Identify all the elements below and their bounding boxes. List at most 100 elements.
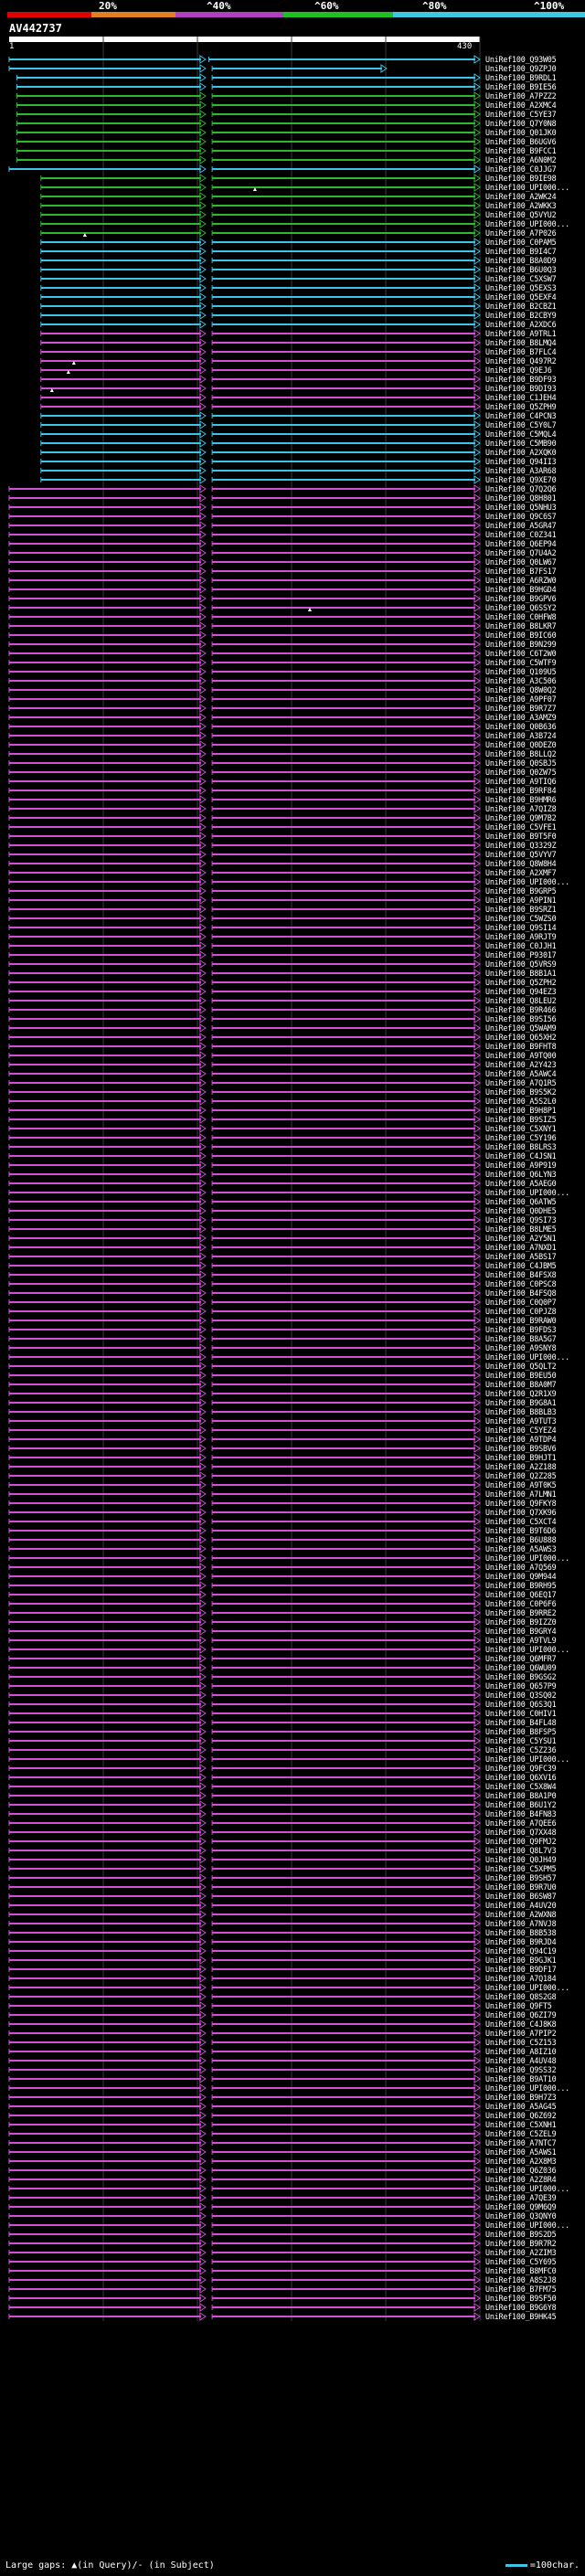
hit-row-graphic[interactable] [8, 1700, 481, 1709]
hit-row-graphic[interactable] [8, 1965, 481, 1974]
hit-link[interactable]: UniRef100_B4FSQ8 [485, 1288, 557, 1298]
hit-link[interactable]: UniRef100_Q6Z692 [485, 2111, 557, 2120]
hit-row-graphic[interactable] [8, 1362, 481, 1371]
hit-link[interactable]: UniRef100_A2Y5N1 [485, 1234, 557, 1243]
hit-link[interactable]: UniRef100_B9FCC1 [485, 146, 557, 155]
hit-row-graphic[interactable] [40, 466, 481, 475]
hit-row-graphic[interactable] [40, 311, 481, 320]
hit-link[interactable]: UniRef100_Q5WAM9 [485, 1023, 557, 1033]
hit-link[interactable]: UniRef100_UPI000... [485, 877, 570, 886]
hit-row-graphic[interactable] [40, 192, 481, 201]
hit-row-graphic[interactable] [8, 859, 481, 868]
hit-link[interactable]: UniRef100_B9SF50 [485, 2294, 557, 2303]
hit-row-graphic[interactable] [8, 1069, 481, 1078]
hit-link[interactable]: UniRef100_A9SNY8 [485, 1343, 557, 1352]
hit-row-graphic[interactable] [8, 2038, 481, 2047]
hit-row-graphic[interactable] [40, 183, 481, 192]
hit-row-graphic[interactable] [8, 1215, 481, 1224]
hit-link[interactable]: UniRef100_B8LME5 [485, 1224, 557, 1234]
hit-link[interactable]: UniRef100_B9HK45 [485, 2312, 557, 2321]
hit-link[interactable]: UniRef100_A5AWS1 [485, 2147, 557, 2157]
hit-link[interactable]: UniRef100_B9R466 [485, 1005, 557, 1014]
hit-link[interactable]: UniRef100_A7NTC7 [485, 2138, 557, 2147]
hit-row-graphic[interactable] [8, 1718, 481, 1727]
hit-link[interactable]: UniRef100_Q6EP94 [485, 539, 557, 548]
hit-link[interactable]: UniRef100_Q5EXF4 [485, 292, 557, 302]
hit-link[interactable]: UniRef100_B9HGD4 [485, 585, 557, 594]
hit-row-graphic[interactable] [8, 594, 481, 603]
hit-row-graphic[interactable] [8, 1188, 481, 1197]
hit-link[interactable]: UniRef100_A9TDP4 [485, 1435, 557, 1444]
hit-row-graphic[interactable] [8, 1371, 481, 1380]
hit-row-graphic[interactable] [8, 1133, 481, 1142]
hit-link[interactable]: UniRef100_UPI000... [485, 1188, 570, 1197]
hit-link[interactable]: UniRef100_B9IE56 [485, 82, 557, 91]
hit-row-graphic[interactable] [8, 685, 481, 694]
hit-link[interactable]: UniRef100_C0Z341 [485, 530, 557, 539]
hit-link[interactable]: UniRef100_B9SRZ1 [485, 905, 557, 914]
hit-row-graphic[interactable] [8, 1416, 481, 1426]
hit-link[interactable]: UniRef100_C5MQL4 [485, 429, 557, 439]
hit-row-graphic[interactable] [40, 366, 481, 375]
hit-row-graphic[interactable] [8, 1288, 481, 1298]
hit-link[interactable]: UniRef100_UPI000... [485, 2184, 570, 2193]
hit-link[interactable]: UniRef100_A7NXD1 [485, 1243, 557, 1252]
hit-row-graphic[interactable] [8, 658, 481, 667]
hit-link[interactable]: UniRef100_Q0ZW75 [485, 768, 557, 777]
hit-row-graphic[interactable] [8, 740, 481, 749]
hit-link[interactable]: UniRef100_B9G6Y8 [485, 2303, 557, 2312]
hit-row-graphic[interactable] [8, 1224, 481, 1234]
hit-row-graphic[interactable] [8, 1489, 481, 1499]
hit-row-graphic[interactable] [8, 1499, 481, 1508]
hit-row-graphic[interactable] [8, 1745, 481, 1754]
hit-row-graphic[interactable] [8, 749, 481, 758]
hit-link[interactable]: UniRef100_Q8L7V3 [485, 1846, 557, 1855]
hit-link[interactable]: UniRef100_Q6S3Q1 [485, 1700, 557, 1709]
hit-row-graphic[interactable] [8, 1937, 481, 1946]
hit-row-graphic[interactable] [8, 1809, 481, 1818]
hit-row-graphic[interactable] [8, 2093, 481, 2102]
hit-row-graphic[interactable] [40, 292, 481, 302]
hit-link[interactable]: UniRef100_UPI000... [485, 1983, 570, 1992]
hit-link[interactable]: UniRef100_B7FM75 [485, 2284, 557, 2294]
hit-link[interactable]: UniRef100_A5AWS3 [485, 1544, 557, 1553]
hit-link[interactable]: UniRef100_Q9FC39 [485, 1764, 557, 1773]
hit-row-graphic[interactable] [40, 302, 481, 311]
hit-row-graphic[interactable] [8, 676, 481, 685]
hit-row-graphic[interactable] [8, 521, 481, 530]
hit-row-graphic[interactable] [16, 128, 481, 137]
hit-link[interactable]: UniRef100_C4JSN1 [485, 1151, 557, 1161]
hit-link[interactable]: UniRef100_C0PSC8 [485, 1279, 557, 1288]
hit-link[interactable]: UniRef100_A9TRL1 [485, 329, 557, 338]
hit-link[interactable]: UniRef100_B9EU50 [485, 1371, 557, 1380]
hit-row-graphic[interactable] [8, 713, 481, 722]
hit-link[interactable]: UniRef100_C5XNY1 [485, 1124, 557, 1133]
hit-row-graphic[interactable] [40, 228, 481, 238]
hit-row-graphic[interactable] [40, 411, 481, 420]
hit-row-graphic[interactable] [8, 1480, 481, 1489]
hit-row-graphic[interactable] [8, 1151, 481, 1161]
hit-row-graphic[interactable] [8, 1252, 481, 1261]
hit-link[interactable]: UniRef100_C0Q0P7 [485, 1298, 557, 1307]
hit-row-graphic[interactable] [8, 1517, 481, 1526]
hit-link[interactable]: UniRef100_C0P6F6 [485, 1599, 557, 1608]
hit-link[interactable]: UniRef100_Q9FT5 [485, 2001, 552, 2010]
hit-row-graphic[interactable] [8, 2029, 481, 2038]
hit-row-graphic[interactable] [8, 1782, 481, 1791]
hit-link[interactable]: UniRef100_Q7Y0N8 [485, 119, 557, 128]
hit-link[interactable]: UniRef100_B8LMQ4 [485, 338, 557, 347]
hit-row-graphic[interactable] [8, 1389, 481, 1398]
hit-link[interactable]: UniRef100_Q8S2G8 [485, 1992, 557, 2001]
hit-row-graphic[interactable] [8, 1535, 481, 1544]
hit-link[interactable]: UniRef100_B8A0M7 [485, 1380, 557, 1389]
hit-link[interactable]: UniRef100_Q9SI73 [485, 1215, 557, 1224]
hit-link[interactable]: UniRef100_C5Y0L7 [485, 420, 557, 429]
hit-row-graphic[interactable] [8, 1042, 481, 1051]
hit-row-graphic[interactable] [8, 612, 481, 621]
hit-row-graphic[interactable] [8, 923, 481, 932]
hit-row-graphic[interactable] [8, 1023, 481, 1033]
hit-link[interactable]: UniRef100_A2Y423 [485, 1060, 557, 1069]
hit-link[interactable]: UniRef100_A5S2L0 [485, 1097, 557, 1106]
hit-row-graphic[interactable] [8, 795, 481, 804]
hit-row-graphic[interactable] [40, 457, 481, 466]
